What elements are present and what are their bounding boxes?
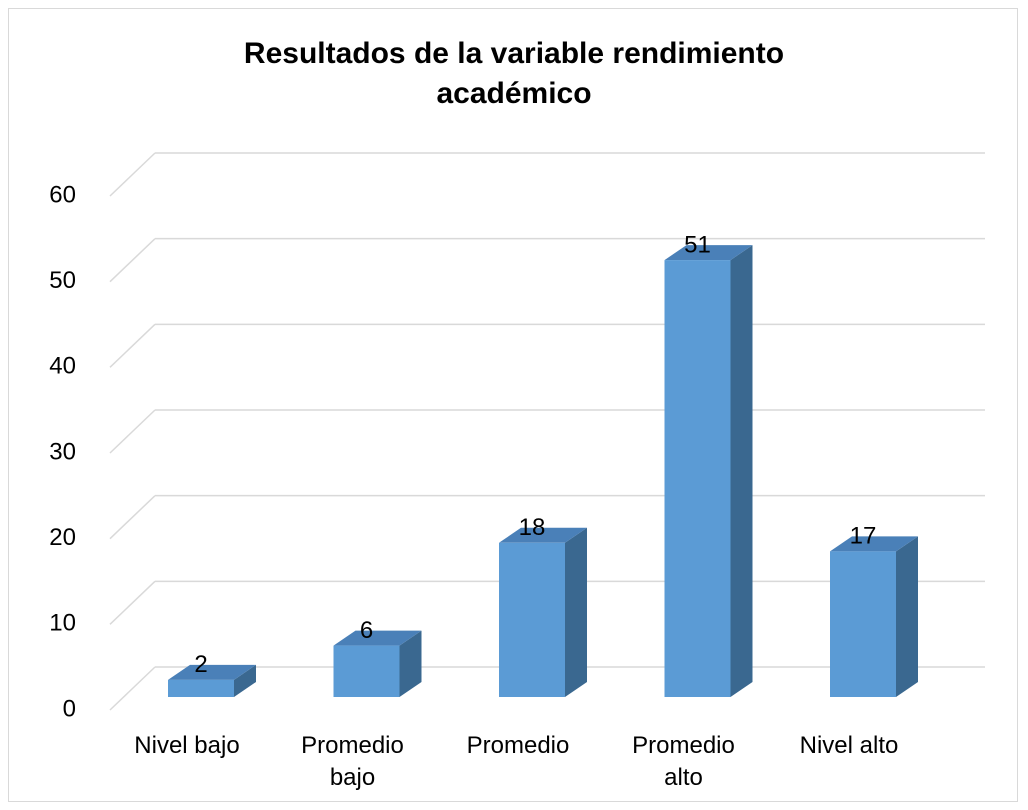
x-tick-label: Nivel alto bbox=[799, 732, 899, 759]
data-label: 2 bbox=[194, 651, 207, 678]
bar bbox=[499, 542, 565, 697]
y-tick-label: 50 bbox=[49, 267, 76, 294]
x-tick-label: Nivel bajo bbox=[134, 732, 240, 759]
bar-top bbox=[333, 630, 422, 646]
data-label: 17 bbox=[850, 523, 877, 550]
x-tick-label: Promedio alto bbox=[632, 732, 735, 791]
bar bbox=[333, 645, 400, 697]
bar-side bbox=[730, 245, 753, 697]
bar-side bbox=[234, 664, 256, 697]
y-tick-label: 20 bbox=[49, 524, 76, 551]
y-tick-label: 60 bbox=[49, 181, 76, 208]
x-tick-label: Promedio bajo bbox=[301, 732, 404, 791]
bar bbox=[830, 551, 896, 697]
data-label: 51 bbox=[684, 231, 711, 258]
bar bbox=[664, 260, 731, 697]
bar-top bbox=[664, 245, 753, 261]
grid-line bbox=[109, 580, 156, 625]
bar bbox=[168, 679, 234, 697]
data-label: 6 bbox=[360, 617, 373, 644]
grid-line bbox=[109, 409, 156, 454]
y-tick-label: 10 bbox=[49, 610, 76, 637]
x-tick-label: Promedio bbox=[466, 732, 570, 759]
y-tick-label: 40 bbox=[49, 353, 76, 380]
data-label: 18 bbox=[519, 514, 546, 541]
bar-side bbox=[565, 527, 587, 697]
y-tick-label: 30 bbox=[49, 438, 76, 465]
grid-line bbox=[109, 323, 156, 368]
y-tick-label: 0 bbox=[63, 695, 76, 722]
grid-line bbox=[109, 666, 156, 711]
chart-title: Resultados de la variable rendimiento ac… bbox=[243, 37, 785, 110]
bar-side bbox=[399, 630, 422, 697]
grid-line bbox=[109, 238, 156, 283]
bar-side bbox=[896, 536, 918, 697]
bar-top bbox=[499, 527, 587, 543]
grid-line bbox=[109, 495, 156, 540]
bar-top bbox=[168, 664, 256, 680]
chart-border bbox=[8, 8, 1018, 802]
grid-line bbox=[109, 152, 156, 197]
bar-top bbox=[830, 536, 918, 552]
